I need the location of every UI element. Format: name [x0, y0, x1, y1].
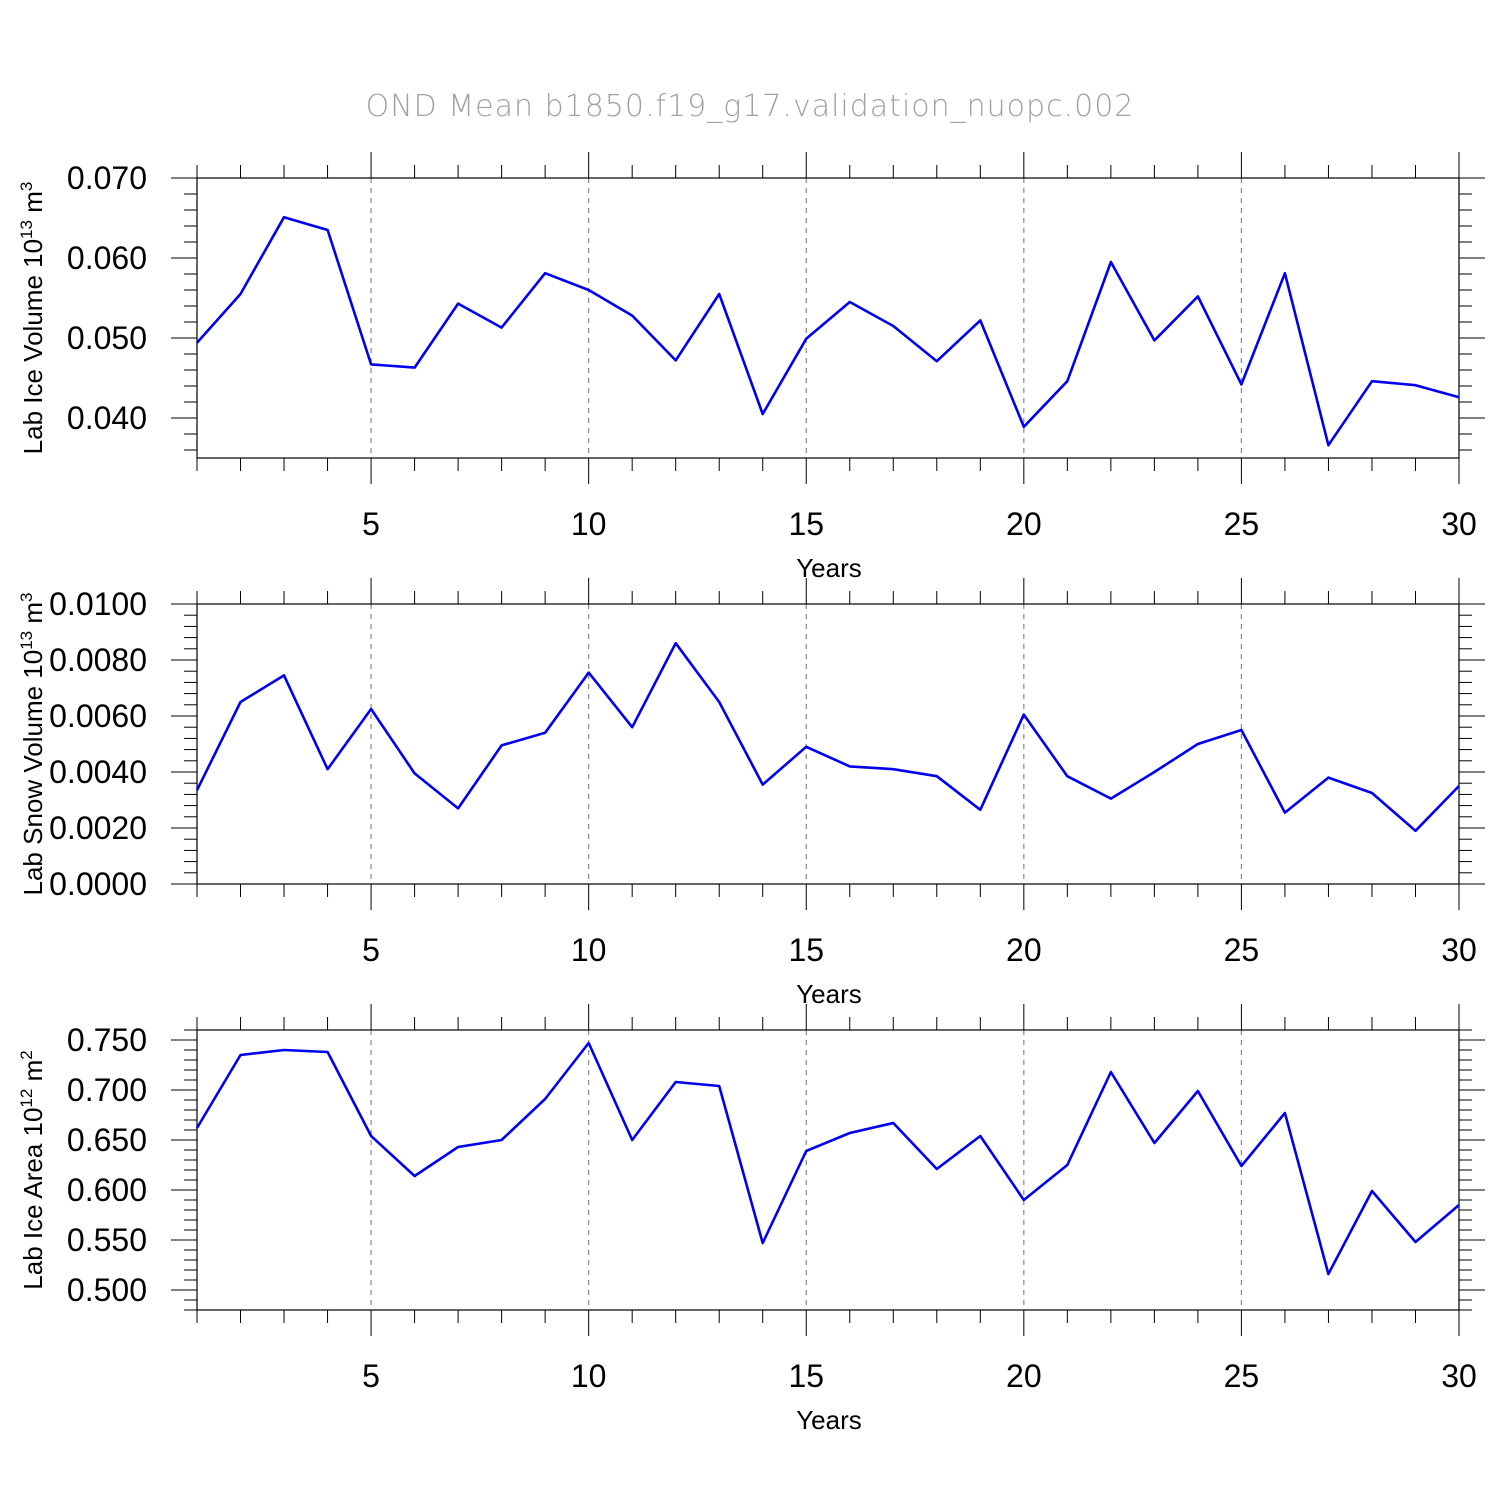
y-tick-label: 0.050	[67, 320, 147, 356]
y-tick-label: 0.650	[67, 1122, 147, 1158]
x-tick-label: 25	[1224, 932, 1260, 968]
x-tick-label: 15	[788, 932, 824, 968]
y-tick-label: 0.700	[67, 1072, 147, 1108]
y-axis-label: Lab Ice Area 1012 m2	[17, 1050, 48, 1289]
y-tick-label: 0.0100	[49, 586, 147, 622]
y-tick-label: 0.0060	[49, 698, 147, 734]
y-tick-label: 0.040	[67, 400, 147, 436]
y-tick-label: 0.060	[67, 240, 147, 276]
x-tick-label: 20	[1006, 506, 1042, 542]
chart-panels: 0.040 0.050 0.060 0.070 5 10 15 20 25 30 Years Lab …	[17, 152, 1485, 1435]
figure-title: OND Mean b1850.f19_g17.validation_nuopc.…	[366, 89, 1135, 124]
x-tick-label: 5	[362, 506, 380, 542]
y-tick-label: 0.0020	[49, 810, 147, 846]
y-tick-label: 0.0080	[49, 642, 147, 678]
series-line	[196, 215, 1460, 447]
x-axis-label: Years	[796, 1405, 862, 1435]
x-tick-label: 20	[1006, 932, 1042, 968]
x-tick-label: 30	[1441, 1358, 1477, 1394]
y-axis-label: Lab Snow Volume 1013 m3	[17, 592, 48, 895]
x-tick-label: 20	[1006, 1358, 1042, 1394]
x-tick-label: 5	[362, 1358, 380, 1394]
plot-frame	[196, 603, 1460, 885]
plot-frame	[196, 177, 1460, 459]
chart-panel-3: 0.500 0.550 0.600 0.650 0.700 0.750 5 10 15 20 25 3…	[17, 1004, 1485, 1435]
y-tick-label: 0.600	[67, 1172, 147, 1208]
x-tick-label: 30	[1441, 506, 1477, 542]
x-tick-label: 30	[1441, 932, 1477, 968]
x-axis-label: Years	[796, 979, 862, 1009]
y-tick-label: 0.500	[67, 1272, 147, 1308]
y-tick-label: 0.070	[67, 160, 147, 196]
chart-panel-2: 0.0000 0.0020 0.0040 0.0060 0.0080 0.0100 5 10 1…	[17, 578, 1485, 1009]
y-axis-label: Lab Ice Volume 1013 m3	[17, 182, 48, 455]
x-tick-label: 10	[571, 506, 607, 542]
x-tick-label: 5	[362, 932, 380, 968]
x-tick-label: 10	[571, 1358, 607, 1394]
x-tick-label: 25	[1224, 1358, 1260, 1394]
y-tick-label: 0.550	[67, 1222, 147, 1258]
x-tick-label: 15	[788, 1358, 824, 1394]
plot-frame	[196, 1029, 1460, 1311]
x-tick-label: 15	[788, 506, 824, 542]
x-tick-label: 10	[571, 932, 607, 968]
series-line	[195, 1041, 1460, 1276]
series-line	[195, 641, 1460, 833]
y-tick-label: 0.0000	[49, 866, 147, 902]
x-axis-label: Years	[796, 553, 862, 583]
y-tick-label: 0.0040	[49, 754, 147, 790]
chart-panel-1: 0.040 0.050 0.060 0.070 5 10 15 20 25 30 Years Lab …	[17, 152, 1485, 583]
y-tick-label: 0.750	[67, 1022, 147, 1058]
x-tick-label: 25	[1224, 506, 1260, 542]
